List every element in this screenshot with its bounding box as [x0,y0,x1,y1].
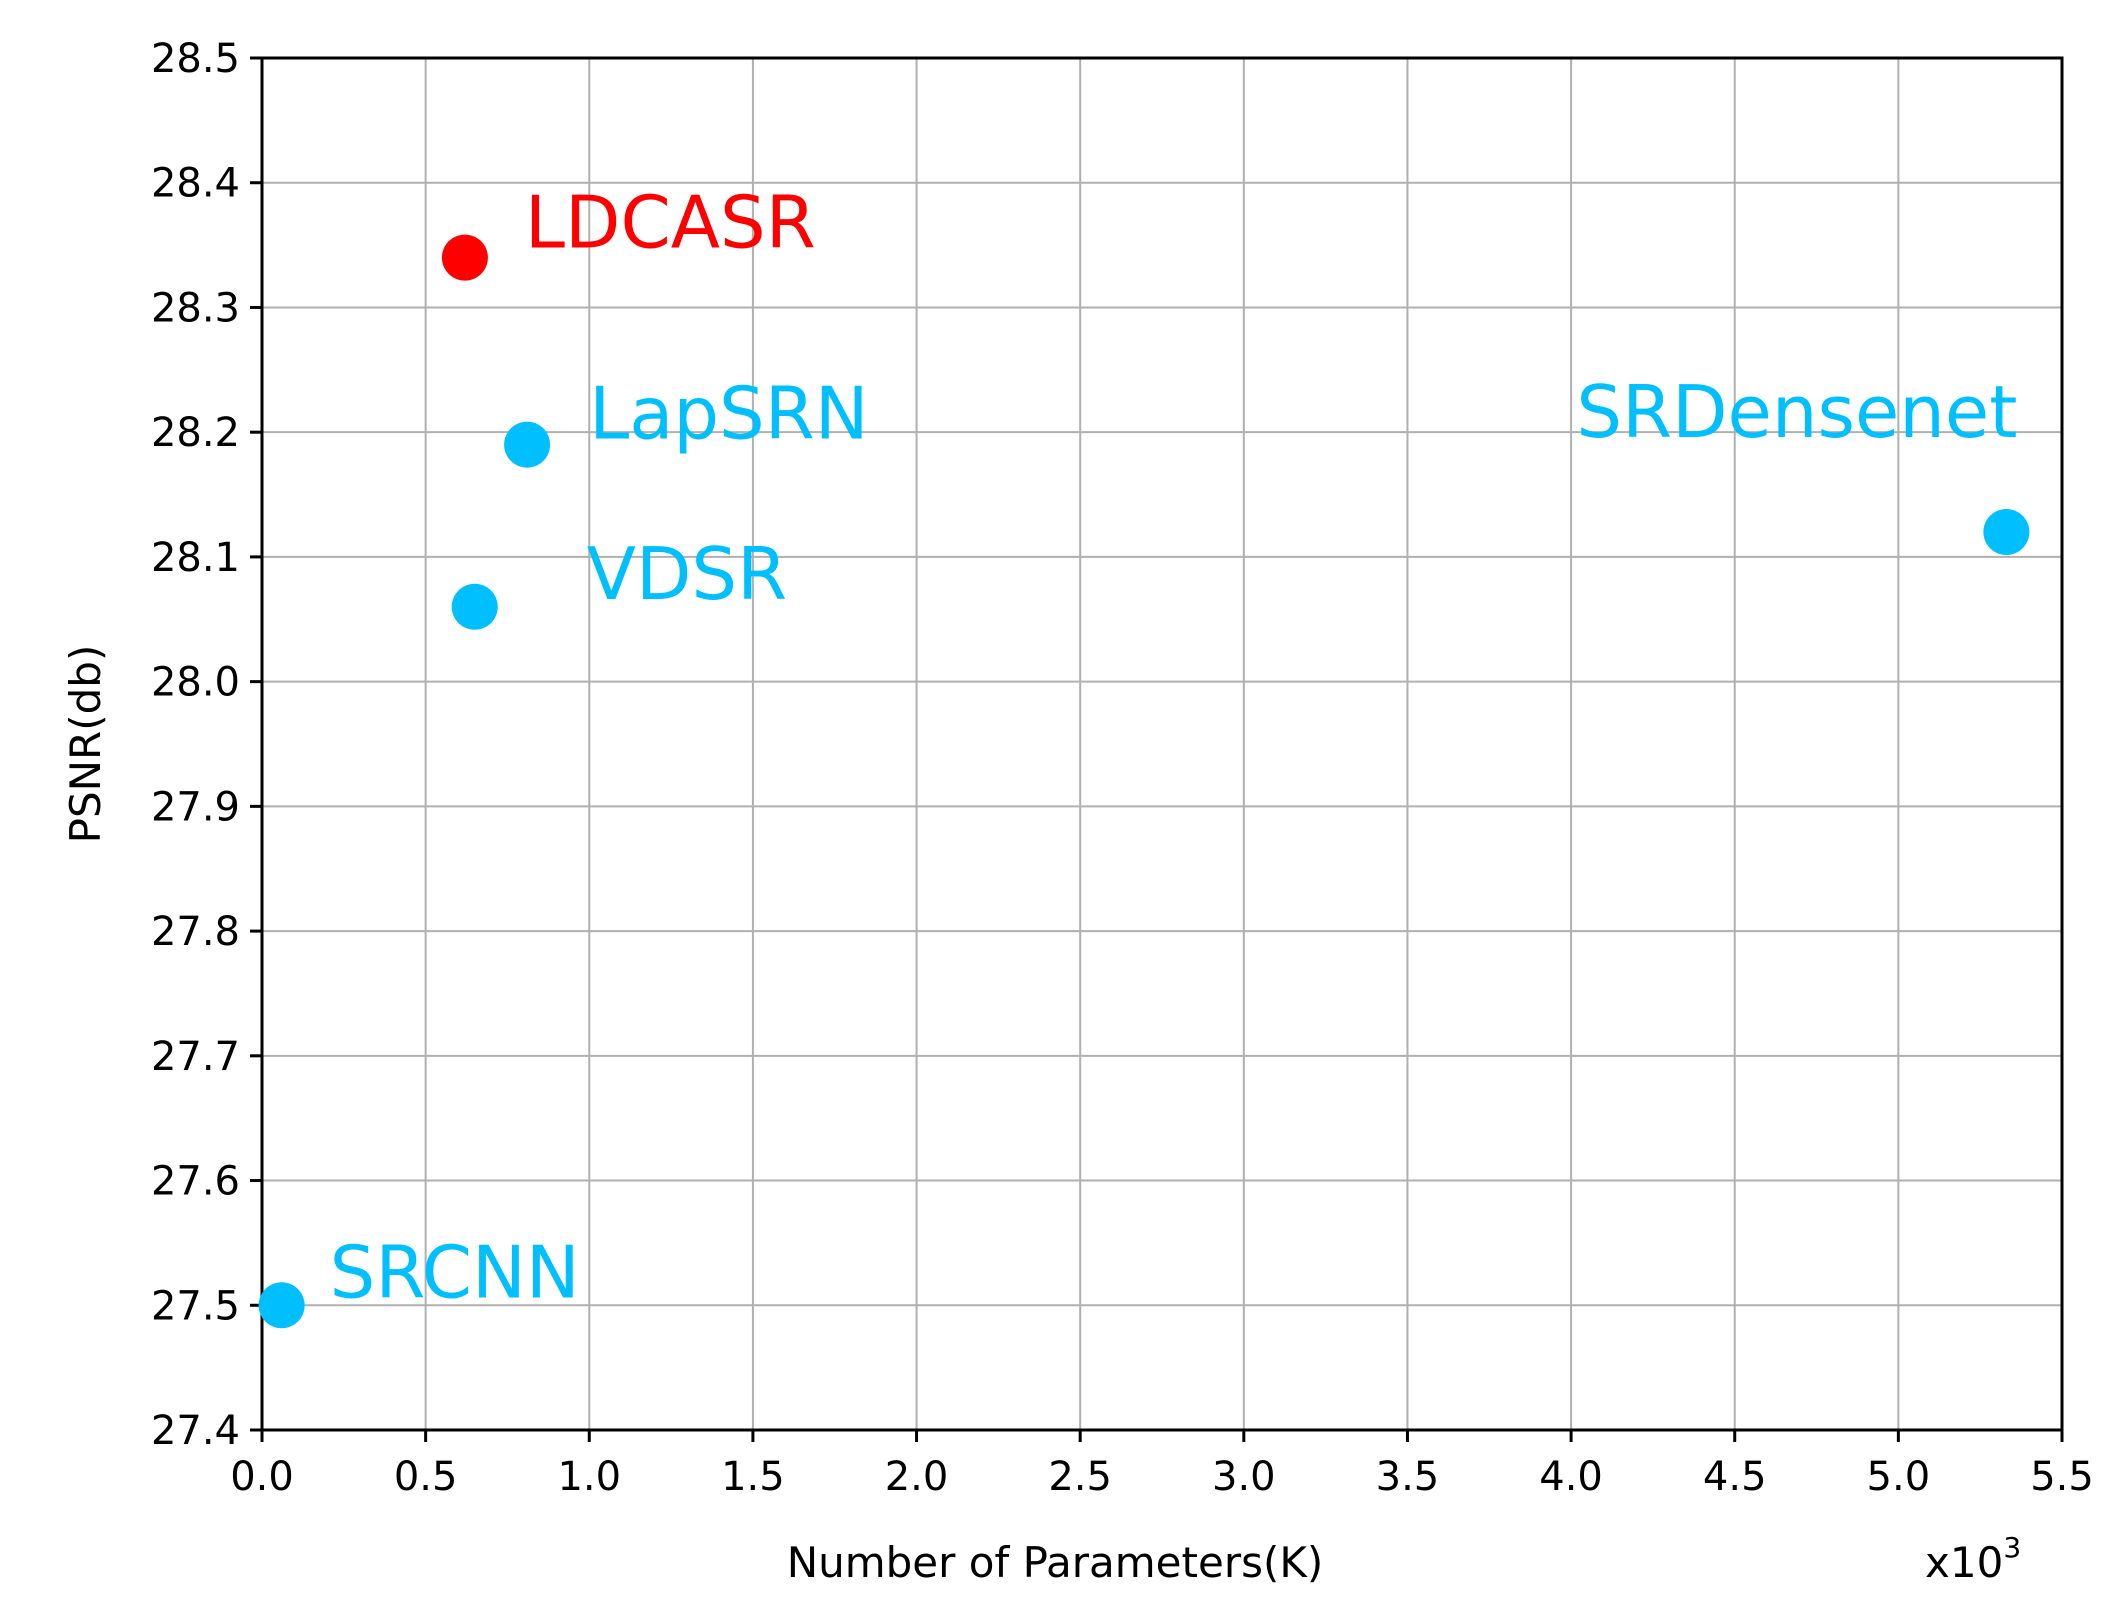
x-tick-label: 5.0 [1867,1454,1931,1500]
x-tick-label: 4.5 [1703,1454,1767,1500]
y-tick-label: 28.5 [151,36,240,82]
point-label-vdsr: VDSR [587,532,787,616]
y-tick-label: 28.3 [151,285,240,331]
y-tick-label: 27.9 [151,784,240,830]
x-tick-label: 1.5 [721,1454,785,1500]
y-tick-label: 28.2 [151,410,240,456]
x-axis-multiplier: x103 [1925,1531,2021,1587]
point-label-srcnn: SRCNN [330,1230,580,1314]
data-points [258,234,2030,1329]
data-point-lapsrn [504,421,551,468]
y-tick-label: 27.6 [151,1159,240,1205]
y-tick-label: 27.4 [151,1408,240,1454]
plot-frame [260,56,2064,1432]
x-tick-label: 1.0 [557,1454,621,1500]
x-multiplier-base: x10 [1925,1538,2003,1587]
x-tick-label: 5.5 [2030,1454,2094,1500]
y-tick-label: 28.1 [151,535,240,581]
x-tick-label: 3.0 [1212,1454,1276,1500]
x-axis-ticks: 0.0 0.5 1.0 1.5 2.0 2.5 3.0 3.5 4.0 4.5 5.0 5.5 [230,1430,2094,1500]
x-tick-label: 0.0 [230,1454,294,1500]
y-tick-label: 27.7 [151,1034,240,1080]
x-multiplier-exponent: 3 [2003,1531,2021,1564]
x-tick-label: 4.0 [1539,1454,1603,1500]
y-tick-label: 27.5 [151,1283,240,1329]
x-tick-label: 2.0 [885,1454,949,1500]
y-axis-label: PSNR(db) [61,645,110,844]
y-tick-label: 28.4 [151,161,240,207]
data-point-vdsr [451,583,498,630]
x-tick-label: 2.5 [1048,1454,1112,1500]
data-point-ldcasr [441,234,488,281]
point-label-lapsrn: LapSRN [589,372,869,456]
x-tick-label: 3.5 [1376,1454,1440,1500]
x-axis-label: Number of Parameters(K) [787,1538,1324,1587]
point-label-ldcasr: LDCASR [525,181,816,265]
y-tick-label: 27.8 [151,909,240,955]
data-point-srdensenet [1983,508,2030,555]
y-tick-label: 28.0 [151,660,240,706]
point-label-srdensenet: SRDensenet [1576,370,2017,454]
y-axis-ticks: 27.4 27.5 27.6 27.7 27.8 27.9 28.0 28.1 28.2 28.3… [151,36,262,1454]
x-tick-label: 0.5 [394,1454,458,1500]
data-point-srcnn [258,1282,305,1329]
point-labels: LDCASR LapSRN VDSR SRDensenet SRCNN [330,181,2018,1315]
